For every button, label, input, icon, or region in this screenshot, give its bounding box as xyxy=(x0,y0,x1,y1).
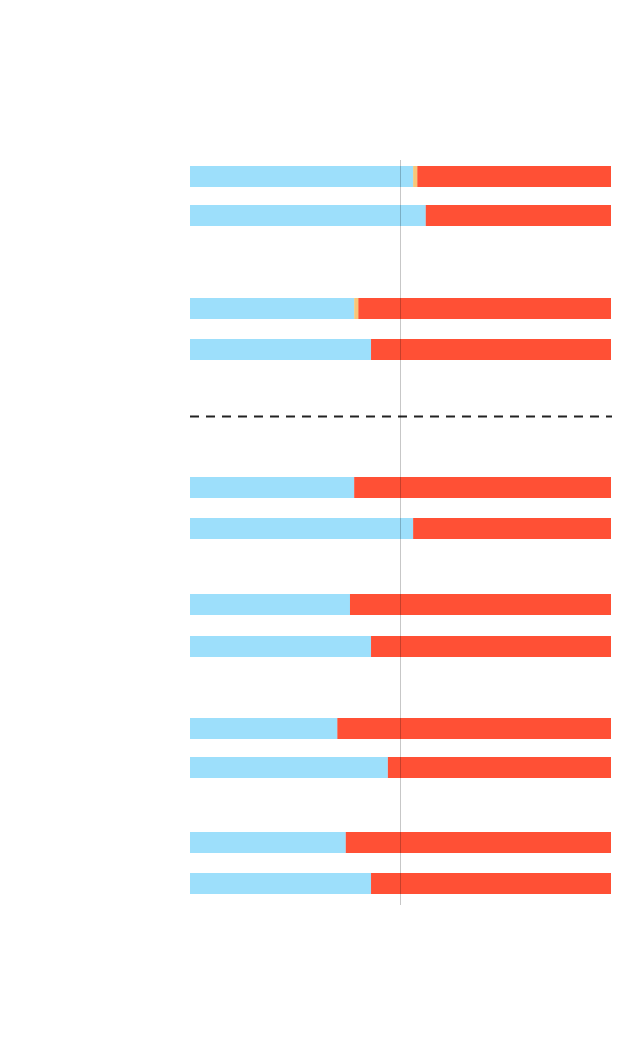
bar-segment xyxy=(190,636,372,657)
bar-segment xyxy=(354,298,359,319)
bar-segment xyxy=(358,298,611,319)
bar-segment xyxy=(190,518,414,539)
bar-segment xyxy=(190,205,426,226)
bar-segment xyxy=(190,718,338,739)
bar-segment xyxy=(371,636,611,657)
bar-segment xyxy=(413,166,418,187)
bar-segment xyxy=(337,718,611,739)
bar-segment xyxy=(354,477,611,498)
bar-segment xyxy=(190,757,388,778)
bar-segment xyxy=(190,873,372,894)
bar-segment xyxy=(190,298,355,319)
bar-segment xyxy=(371,873,611,894)
bar-segment xyxy=(190,339,372,360)
bar-segment xyxy=(413,518,611,539)
bar-segment xyxy=(417,166,611,187)
bar-segment xyxy=(190,594,350,615)
bar-segment xyxy=(345,832,611,853)
bar-segment xyxy=(371,339,611,360)
bar-segment xyxy=(190,477,355,498)
bar-segment xyxy=(349,594,611,615)
bar-segment xyxy=(387,757,611,778)
bar-segment xyxy=(425,205,611,226)
bar-segment xyxy=(190,166,414,187)
bar-segment xyxy=(190,832,346,853)
